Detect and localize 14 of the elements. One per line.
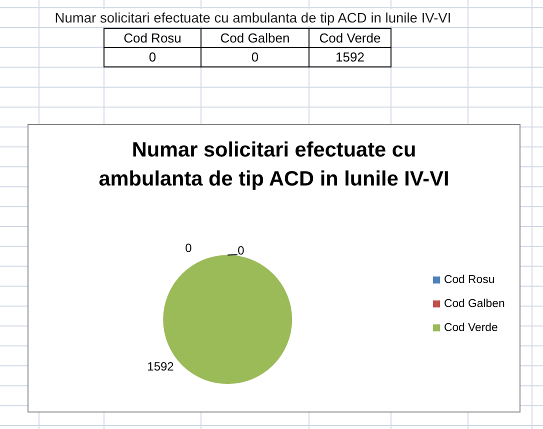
chart-title: Numar solicitari efectuate cu ambulanta de tip ACD in lunile IV-VI xyxy=(98,138,450,190)
category-label: Cod Rosu xyxy=(124,30,182,46)
legend-label: Cod Galben xyxy=(444,298,505,310)
legend-label: Cod Rosu xyxy=(444,274,495,286)
data-label: 0 xyxy=(251,50,259,65)
legend-label: Cod Verde xyxy=(444,322,498,334)
data-label: 1592 xyxy=(336,50,364,65)
data-label: 0 xyxy=(148,50,156,65)
text: 0 xyxy=(238,243,244,258)
text: Numar solicitari efectuate cu ambulanta de tip ACD in lunile IV-VI xyxy=(54,10,452,26)
text: 0 xyxy=(185,240,192,255)
category-label: Cod Verde xyxy=(319,30,381,46)
category-label: Cod Galben xyxy=(220,30,290,46)
data-label: 1592 xyxy=(147,360,174,374)
